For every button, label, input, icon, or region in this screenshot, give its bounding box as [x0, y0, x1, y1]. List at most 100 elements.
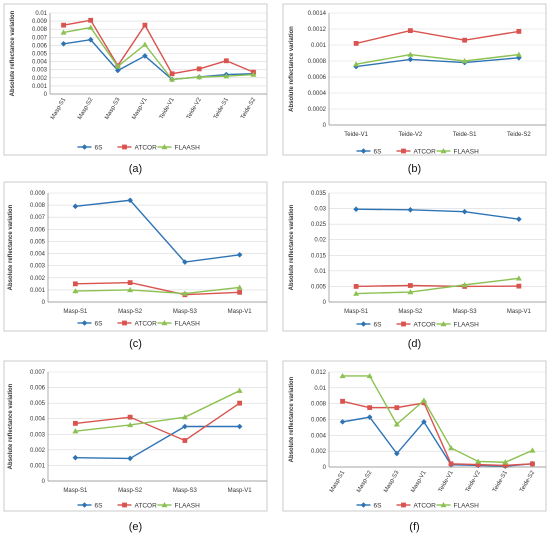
point-flaash-2-3: [236, 284, 243, 290]
series-line-atcor: [63, 19, 254, 75]
panel-label: (f): [409, 521, 419, 533]
panel-label: (e): [129, 521, 142, 533]
point-6s-4-legend: [81, 502, 88, 508]
point-flaash-5-4: [448, 445, 455, 451]
series-line-flaash: [75, 286, 240, 295]
chart-panel-b: 0 0.0002 0.0004 0.0006 0.0008 0.001 0.0012 0.00…: [282, 3, 547, 175]
y-tick-label: 0.007: [32, 35, 48, 41]
y-tick-label: 0: [42, 300, 46, 306]
legend-label-6s: 6S: [374, 149, 383, 156]
x-tick-label: Teide-V2: [399, 132, 423, 138]
point-atcor-2-legend: [122, 320, 127, 326]
point-flaash-3-3: [515, 275, 522, 281]
legend-label-atcor: ATCOR: [135, 321, 158, 328]
point-atcor-4-0: [72, 420, 78, 426]
y-axis-title: Absolute reflectance variation: [289, 26, 295, 112]
point-flaash-0-0: [60, 29, 67, 35]
point-flaash-0-4: [169, 76, 176, 82]
y-tick-label: 0.005: [311, 284, 327, 290]
x-tick-label: Masp-S3: [173, 488, 198, 494]
point-6s-1-1: [407, 56, 414, 63]
point-atcor-2-3: [237, 289, 243, 295]
point-flaash-1-0: [353, 61, 360, 67]
chart-frame: [282, 181, 547, 332]
y-tick-label: 0: [323, 465, 327, 471]
x-tick-label: Masp-S1: [63, 309, 88, 315]
point-flaash-5-6: [502, 459, 509, 465]
y-tick-label: 0.001: [30, 288, 46, 294]
y-tick-label: 0.0004: [308, 91, 327, 97]
y-tick-label: 0.006: [311, 418, 327, 424]
point-atcor-3-0: [353, 284, 359, 289]
y-tick-label: 0.007: [30, 215, 46, 221]
series-line-flaash: [356, 53, 519, 65]
point-6s-5-0: [339, 419, 346, 425]
legend-label-flaash: FLAASH: [175, 321, 201, 328]
point-6s-5-1: [366, 414, 373, 420]
point-6s-3-1: [407, 207, 414, 213]
point-6s-3-0: [353, 206, 359, 212]
panel-label: (c): [129, 338, 142, 350]
y-tick-label: 0.002: [32, 76, 48, 82]
point-atcor-5-4: [448, 461, 454, 467]
point-flaash-5-5: [475, 458, 482, 464]
legend-label-6s: 6S: [95, 321, 104, 328]
y-tick-label: 0.004: [30, 252, 46, 258]
point-flaash-2-0: [72, 288, 79, 294]
y-tick-label: 0.005: [30, 239, 46, 245]
point-atcor-1-0: [353, 41, 359, 46]
point-atcor-0-3: [142, 22, 148, 28]
series-line-atcor: [75, 402, 241, 442]
point-6s-0-legend: [81, 144, 88, 150]
point-flaash-4-0: [72, 428, 79, 434]
point-6s-4-2: [182, 423, 188, 430]
x-tick-label: Teide-V1: [344, 132, 368, 138]
y-tick-label: 0.01: [314, 386, 326, 392]
point-atcor-4-3: [237, 400, 243, 406]
chart-panel-d: 0 0.005 0.01 0.015 0.02 0.025 0.03 0.035 Absolut…: [282, 181, 547, 350]
series-line-6s: [342, 416, 533, 467]
y-tick-label: 0.004: [30, 417, 46, 423]
point-atcor-2-0: [72, 281, 78, 287]
chart-panel-e: 0 0.001 0.002 0.003 0.004 0.005 0.006 0.007 Abso…: [3, 360, 268, 533]
point-flaash-1-2: [461, 58, 468, 64]
legend-label-atcor: ATCOR: [135, 503, 158, 510]
y-tick-label: 0.001: [311, 43, 327, 49]
point-atcor-5-legend: [401, 502, 406, 508]
point-flaash-4-3: [236, 387, 243, 393]
point-atcor-4-legend: [122, 502, 127, 508]
legend-label-6s: 6S: [374, 503, 383, 510]
y-tick-label: 0.006: [30, 386, 46, 392]
legend-label-atcor: ATCOR: [414, 503, 437, 510]
y-tick-label: 0.03: [314, 207, 326, 213]
y-tick-label: 0.004: [32, 60, 48, 66]
point-flaash-0-3: [141, 41, 148, 47]
legend-label-flaash: FLAASH: [454, 149, 480, 156]
point-6s-1-0: [353, 63, 359, 70]
point-atcor-0-legend: [122, 144, 127, 150]
point-atcor-1-2: [462, 37, 468, 43]
y-tick-label: 0.003: [30, 432, 46, 438]
y-tick-label: 0.009: [30, 191, 46, 197]
legend-label-6s: 6S: [95, 503, 104, 510]
point-6s-1-3: [516, 55, 522, 61]
panel-label: (d): [408, 338, 421, 350]
legend-label-6s: 6S: [95, 145, 104, 152]
point-flaash-4-1: [127, 421, 134, 428]
y-tick-label: 0.02: [314, 238, 326, 244]
point-atcor-5-2: [394, 405, 400, 411]
point-atcor-3-1: [407, 283, 413, 288]
chart-panel-c: 0 0.001 0.002 0.003 0.004 0.005 0.006 0.007 0.00…: [3, 181, 268, 350]
point-atcor-5-6: [502, 463, 508, 468]
y-tick-label: 0.0012: [308, 27, 327, 33]
y-tick-label: 0.006: [30, 227, 46, 233]
y-tick-label: 0.025: [311, 222, 327, 228]
panel-label: (a): [129, 163, 142, 175]
point-6s-4-3: [236, 423, 243, 430]
point-flaash-5-legend: [440, 502, 447, 508]
point-6s-5-3: [421, 419, 427, 425]
x-tick-label: Teide-S2: [507, 132, 531, 138]
point-flaash-5-2: [393, 421, 400, 427]
y-tick-label: 0.007: [30, 370, 46, 376]
